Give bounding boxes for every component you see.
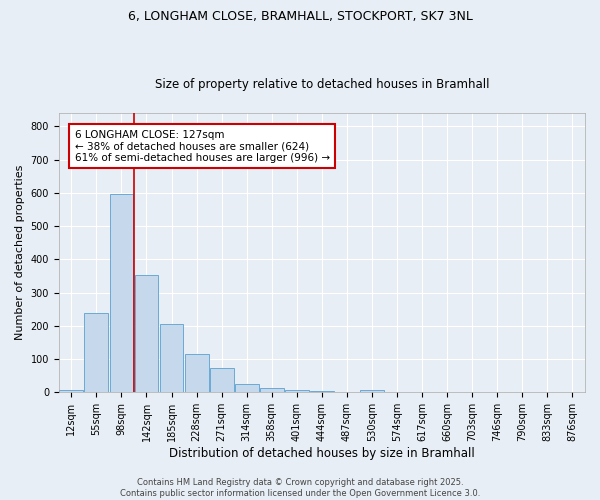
Title: Size of property relative to detached houses in Bramhall: Size of property relative to detached ho… [155,78,489,91]
Text: 6 LONGHAM CLOSE: 127sqm
← 38% of detached houses are smaller (624)
61% of semi-d: 6 LONGHAM CLOSE: 127sqm ← 38% of detache… [74,130,329,163]
Bar [260,388,284,392]
Bar [310,390,334,392]
Bar [285,390,309,392]
Bar [185,354,209,393]
X-axis label: Distribution of detached houses by size in Bramhall: Distribution of detached houses by size … [169,447,475,460]
Bar [134,276,158,392]
Y-axis label: Number of detached properties: Number of detached properties [15,165,25,340]
Text: Contains HM Land Registry data © Crown copyright and database right 2025.
Contai: Contains HM Land Registry data © Crown c… [120,478,480,498]
Bar [59,390,83,392]
Text: 6, LONGHAM CLOSE, BRAMHALL, STOCKPORT, SK7 3NL: 6, LONGHAM CLOSE, BRAMHALL, STOCKPORT, S… [128,10,472,23]
Bar [160,324,184,392]
Bar [360,390,384,392]
Bar [235,384,259,392]
Bar [85,313,108,392]
Bar [110,194,133,392]
Bar [210,368,233,392]
